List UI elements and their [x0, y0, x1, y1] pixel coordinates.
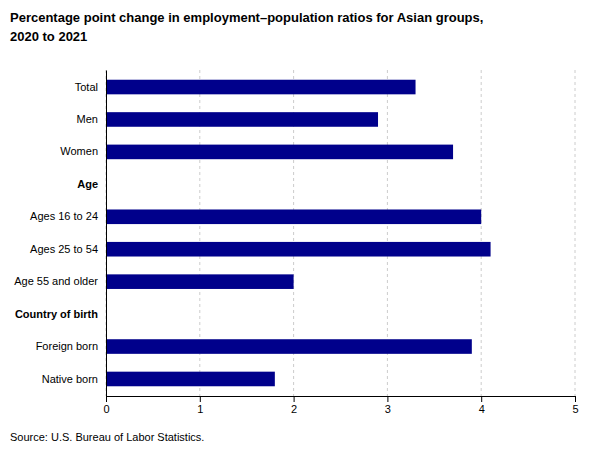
- bar: [106, 145, 453, 160]
- y-tick-label: Ages 16 to 24: [30, 210, 98, 222]
- y-tick: Women: [60, 145, 106, 157]
- grid: [106, 70, 575, 396]
- x-tick: 0: [103, 396, 109, 415]
- x-tick-label: 2: [291, 403, 297, 415]
- bar: [106, 274, 294, 289]
- y-tick: Age: [77, 178, 106, 190]
- x-tick: 3: [385, 396, 391, 415]
- y-tick: Ages 16 to 24: [30, 210, 106, 222]
- x-tick-mark: [106, 396, 107, 402]
- y-tick-label: Total: [75, 81, 98, 93]
- grid-line: [481, 70, 482, 396]
- x-tick-label: 0: [103, 403, 109, 415]
- x-tick-mark: [200, 396, 201, 402]
- x-tick: 5: [572, 396, 578, 415]
- x-tick-mark: [294, 396, 295, 402]
- y-tick: Men: [77, 113, 106, 125]
- y-tick: Ages 25 to 54: [30, 243, 106, 255]
- section-label: Age: [77, 178, 98, 190]
- x-axis-line: [107, 397, 576, 403]
- x-tick: 2: [291, 396, 297, 415]
- bar: [106, 112, 378, 127]
- x-tick-label: 3: [385, 403, 391, 415]
- bar: [106, 372, 275, 387]
- bar: [106, 339, 472, 354]
- y-tick: Total: [75, 81, 106, 93]
- x-tick-label: 5: [572, 403, 578, 415]
- x-tick: 1: [197, 396, 203, 415]
- chart: Percentage point change in employment–po…: [0, 0, 600, 451]
- section-label: Country of birth: [15, 308, 98, 320]
- bars: [106, 80, 491, 387]
- y-tick-label: Ages 25 to 54: [30, 243, 98, 255]
- x-tick-mark: [481, 396, 482, 402]
- bar: [106, 80, 416, 95]
- y-tick-label: Age 55 and older: [14, 275, 98, 287]
- subtitle: 2020 to 2021: [10, 29, 87, 44]
- x-tick-label: 1: [197, 403, 203, 415]
- y-tick: Country of birth: [15, 308, 106, 320]
- y-axis-line: [106, 71, 107, 397]
- grid-line: [106, 70, 107, 396]
- y-tick: Native born: [42, 372, 106, 384]
- x-tick: 4: [479, 396, 485, 415]
- annotation: Source: U.S. Bureau of Labor Statistics.: [10, 431, 204, 443]
- x-tick-mark: [575, 396, 576, 402]
- y-tick-label: Native born: [42, 372, 98, 384]
- y-tick: Age 55 and older: [14, 275, 106, 287]
- y-axis: Total Men Women Age Ages 16 to 24 Ages 25 to …: [14, 71, 106, 397]
- bar: [106, 242, 491, 257]
- y-tick-label: Women: [60, 145, 98, 157]
- y-tick-label: Foreign born: [36, 340, 98, 352]
- x-tick-label: 4: [479, 403, 485, 415]
- bar: [106, 209, 481, 224]
- plot: 0 1 2 3 4 5 Total Men Women Age Ages 16 to 24 Ages …: [14, 70, 578, 415]
- grid-line: [575, 70, 576, 396]
- x-axis: 0 1 2 3 4 5: [103, 396, 578, 415]
- y-tick: Foreign born: [36, 340, 106, 352]
- title: Percentage point change in employment–po…: [10, 10, 483, 25]
- x-tick-mark: [387, 396, 388, 402]
- y-tick-label: Men: [77, 113, 98, 125]
